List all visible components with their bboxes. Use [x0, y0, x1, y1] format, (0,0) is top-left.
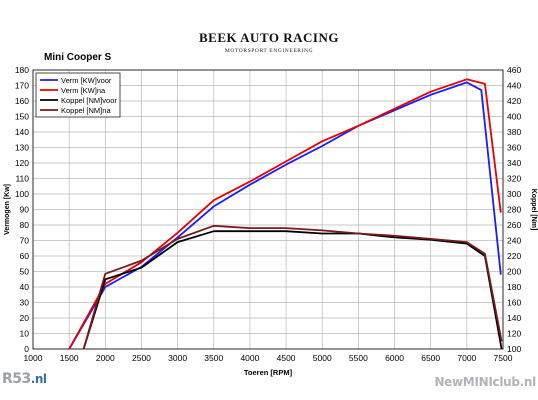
y-left-tick-label: 0 [24, 344, 29, 354]
y-right-tick-label: 460 [507, 65, 521, 75]
y-right-tick-label: 360 [507, 143, 521, 153]
y-left-tick-label: 50 [20, 267, 30, 277]
y-left-tick-label: 80 [20, 220, 30, 230]
x-tick-label: 2000 [96, 353, 115, 363]
series-line-4 [82, 224, 503, 350]
y-right-tick-label: 200 [507, 267, 521, 277]
y-right-tick-label: 260 [507, 220, 521, 230]
y-left-tick-label: 10 [20, 329, 30, 339]
y-left-tick-label: 60 [20, 251, 30, 261]
y-left-tick-label: 100 [15, 189, 29, 199]
legend-entry: Verm [KW]na [61, 86, 106, 95]
x-tick-label: 5000 [313, 353, 332, 363]
brand-title: BEEK AUTO RACING [199, 30, 339, 45]
y-left-axis-label: Vermogen [Kw] [4, 184, 11, 235]
y-right-tick-label: 280 [507, 205, 521, 215]
y-left-tick-label: 180 [15, 65, 29, 75]
y-left-tick-label: 70 [20, 236, 30, 246]
x-tick-label: 3000 [168, 353, 187, 363]
x-tick-label: 7500 [494, 353, 513, 363]
y-left-tick-label: 170 [15, 81, 29, 91]
x-tick-label: 3500 [204, 353, 223, 363]
y-left-tick-label: 130 [15, 143, 29, 153]
brand-header: BEEK AUTO RACING MOTORSPORT ENGINEERING [0, 30, 538, 54]
y-right-axis-label: Koppel [Nm] [530, 189, 537, 231]
x-tick-label: 6000 [385, 353, 404, 363]
plot-border [32, 69, 504, 350]
x-tick-label: 1000 [24, 353, 43, 363]
x-tick-label: 4500 [277, 353, 296, 363]
y-right-tick-label: 240 [507, 236, 521, 246]
brand-subtitle: MOTORSPORT ENGINEERING [224, 48, 314, 54]
y-right-tick-label: 180 [507, 282, 521, 292]
legend-entry: Verm [KW]voor [61, 76, 112, 85]
y-left-tick-label: 120 [15, 158, 29, 168]
y-right-tick-label: 440 [507, 81, 521, 91]
y-left-tick-label: 140 [15, 127, 29, 137]
y-right-tick-label: 400 [507, 112, 521, 122]
y-right-tick-label: 320 [507, 174, 521, 184]
y-right-tick-label: 140 [507, 313, 521, 323]
y-right-tick-label: 380 [507, 127, 521, 137]
y-right-tick-label: 100 [507, 344, 521, 354]
r53-watermark-tld: .nl [30, 372, 47, 386]
y-right-tick-label: 340 [507, 158, 521, 168]
y-left-tick-label: 90 [20, 205, 30, 215]
y-left-tick-label: 30 [20, 298, 30, 308]
chart-title: Mini Cooper S [44, 52, 112, 63]
y-left-tick-label: 160 [15, 96, 29, 106]
x-tick-label: 1500 [60, 353, 79, 363]
r53-watermark: R53.nl [2, 371, 47, 387]
y-right-tick-label: 220 [507, 251, 521, 261]
y-right-tick-label: 300 [507, 189, 521, 199]
y-left-tick-label: 20 [20, 313, 30, 323]
y-left-tick-label: 110 [15, 174, 29, 184]
y-right-tick-label: 420 [507, 96, 521, 106]
y-right-tick-label: 160 [507, 298, 521, 308]
x-tick-label: 4000 [240, 353, 259, 363]
y-right-tick-label: 120 [507, 329, 521, 339]
series-line-1 [68, 81, 502, 350]
r53-watermark-main: R53 [2, 371, 31, 387]
x-tick-label: 2500 [132, 353, 151, 363]
series-line-3 [82, 230, 503, 350]
x-tick-label: 7000 [457, 353, 476, 363]
y-left-tick-label: 150 [15, 112, 29, 122]
newminiclub-watermark: NewMINIclub.nl [434, 375, 536, 389]
legend-entry: Koppel [NM]na [61, 106, 111, 115]
x-tick-label: 6500 [421, 353, 440, 363]
legend-entry: Koppel [NM]voor [61, 96, 117, 105]
x-axis-label: Toeren [RPM] [244, 368, 293, 377]
y-left-tick-label: 40 [20, 282, 30, 292]
x-tick-label: 5500 [349, 353, 368, 363]
